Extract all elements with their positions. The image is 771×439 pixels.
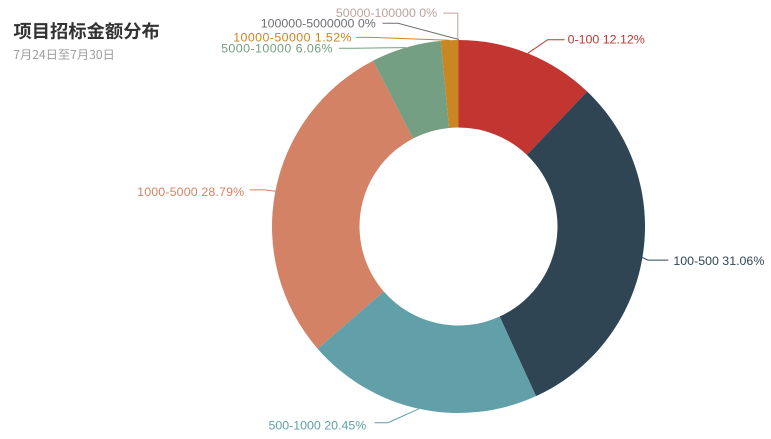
svg-text:1000-5000 28.79%: 1000-5000 28.79% xyxy=(137,185,244,199)
svg-text:0-100 12.12%: 0-100 12.12% xyxy=(568,33,645,47)
svg-text:50000-100000 0%: 50000-100000 0% xyxy=(336,6,437,20)
svg-text:5000-10000 6.06%: 5000-10000 6.06% xyxy=(221,41,333,55)
svg-text:100000-5000000 0%: 100000-5000000 0% xyxy=(261,16,376,30)
svg-text:100-500 31.06%: 100-500 31.06% xyxy=(673,254,764,268)
svg-text:500-1000 20.45%: 500-1000 20.45% xyxy=(268,419,366,433)
svg-text:10000-50000 1.52%: 10000-50000 1.52% xyxy=(233,30,352,44)
